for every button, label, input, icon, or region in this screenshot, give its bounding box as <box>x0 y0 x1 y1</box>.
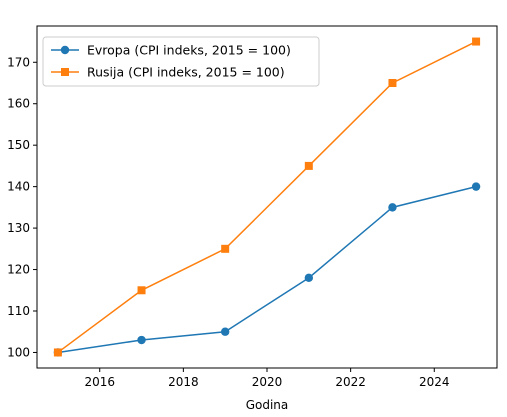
data-point <box>304 273 314 283</box>
data-point <box>53 348 62 357</box>
y-tick-label: 160 <box>7 97 30 111</box>
legend-label: Rusija (CPI indeks, 2015 = 100) <box>87 65 285 80</box>
series-line <box>57 40 477 354</box>
x-tick-label: 2018 <box>168 375 199 389</box>
x-tick-label: 2016 <box>84 375 115 389</box>
data-point <box>304 161 313 170</box>
data-point <box>388 203 397 212</box>
legend-entry-1: Evropa (CPI indeks, 2015 = 100) <box>51 43 291 58</box>
x-axis-label: Godina <box>246 398 289 412</box>
axes-frame <box>36 25 498 369</box>
plot-area <box>53 37 481 357</box>
legend: Evropa (CPI indeks, 2015 = 100) Rusija (C… <box>42 36 320 87</box>
series-line <box>57 185 477 354</box>
data-point <box>471 182 481 191</box>
series-1 <box>53 182 481 357</box>
x-tick-label: 2020 <box>252 375 283 389</box>
x-tick-label: 2022 <box>335 375 366 389</box>
y-tick-label: 130 <box>7 221 30 235</box>
data-point <box>221 244 230 253</box>
y-axis: 100 110 120 130 140 150 160 170 <box>7 55 37 359</box>
data-point <box>137 335 146 345</box>
series-2 <box>53 37 481 357</box>
y-tick-label: 170 <box>7 55 30 69</box>
x-tick-label: 2024 <box>419 375 450 389</box>
x-axis: 2016 2018 2020 2022 2024 <box>84 368 450 389</box>
data-point <box>472 37 481 46</box>
legend-marker <box>61 68 69 76</box>
data-point <box>137 286 146 295</box>
y-tick-label: 110 <box>7 304 30 318</box>
data-point <box>388 79 397 87</box>
legend-box <box>42 36 320 87</box>
legend-marker <box>60 45 70 55</box>
legend-label: Evropa (CPI indeks, 2015 = 100) <box>87 43 291 58</box>
y-tick-label: 140 <box>7 180 30 194</box>
data-point <box>220 327 230 336</box>
legend-entry-2: Rusija (CPI indeks, 2015 = 100) <box>51 65 285 80</box>
y-tick-label: 150 <box>7 138 30 152</box>
y-tick-label: 120 <box>7 263 30 277</box>
y-tick-label: 100 <box>7 345 30 359</box>
